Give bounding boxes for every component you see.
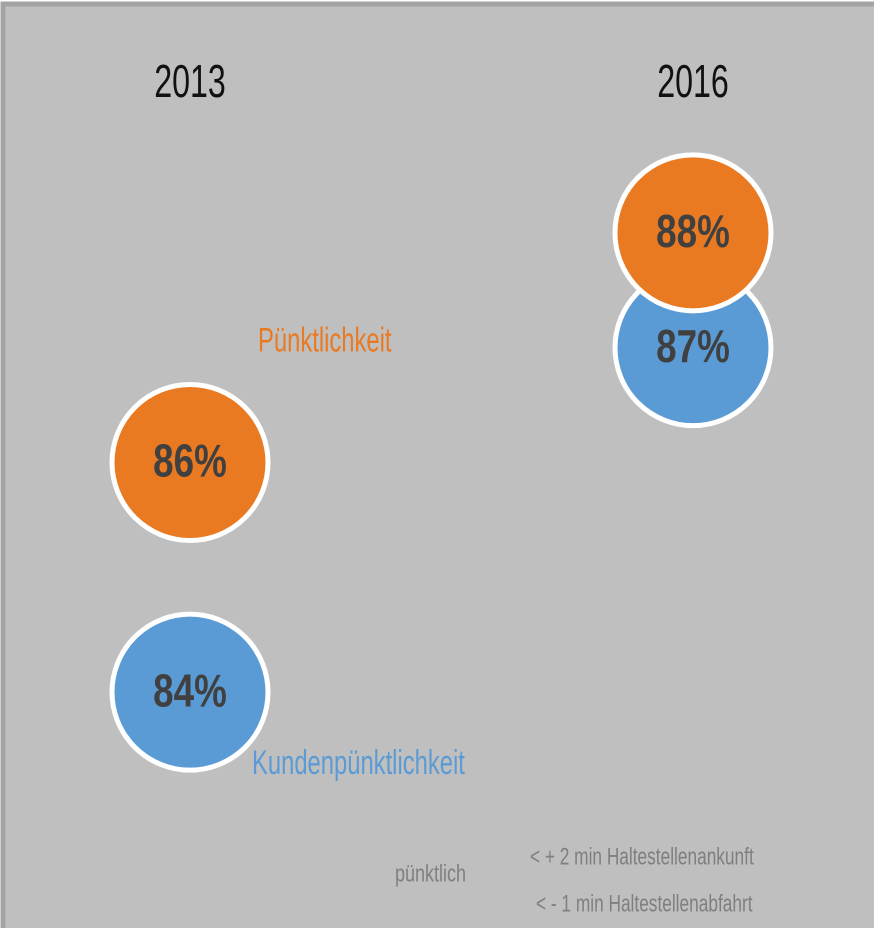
annotation: < + 2 min Haltestellenankunft	[530, 844, 754, 870]
series-label: Kundenpünktlichkeit	[252, 744, 465, 782]
annotation: < - 1 min Haltestellenabfahrt	[536, 891, 753, 917]
dot	[109, 382, 271, 543]
x-category-label: 2016	[657, 57, 729, 108]
dot	[612, 152, 774, 314]
data-label: 84%	[153, 664, 227, 716]
data-label: 88%	[656, 205, 730, 257]
data-label: 86%	[153, 435, 227, 487]
data-label: 87%	[656, 320, 730, 372]
x-category-label: 2013	[154, 57, 226, 108]
series-label: Pünktlichkeit	[258, 321, 392, 359]
dot	[109, 611, 271, 773]
annotation: pünktlich	[395, 861, 466, 887]
